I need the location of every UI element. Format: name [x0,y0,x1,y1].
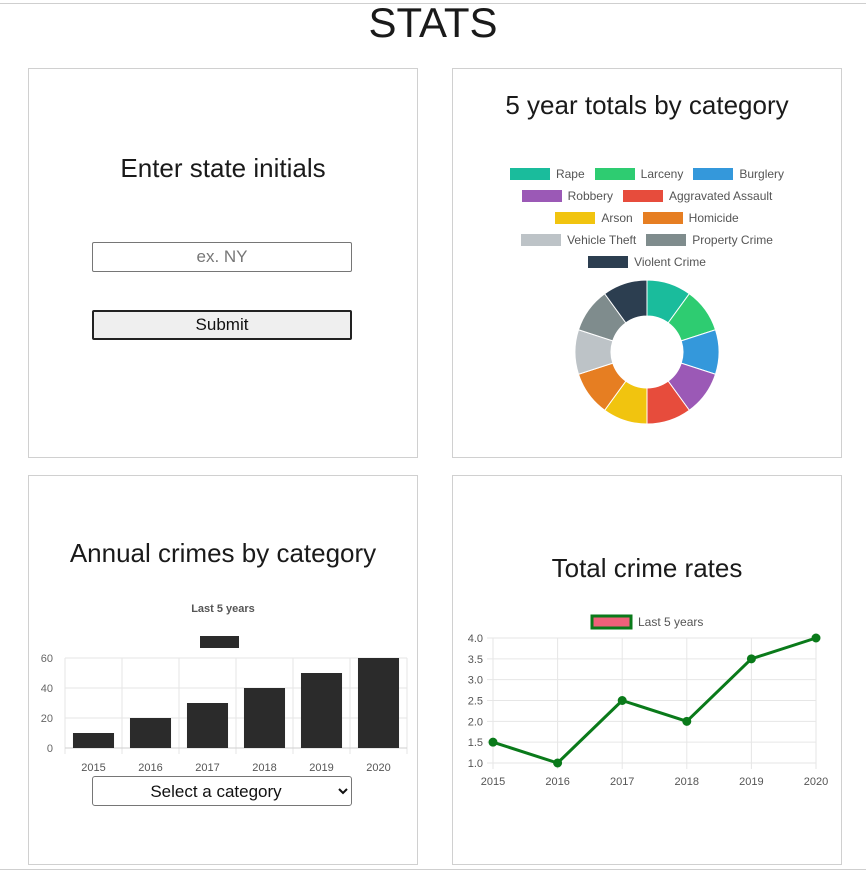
legend-label: Property Crime [692,233,773,247]
legend-item-property-crime[interactable]: Property Crime [646,233,773,247]
legend-item-homicide[interactable]: Homicide [642,211,739,225]
bar-2018[interactable] [243,688,286,748]
legend-swatch [642,212,683,224]
state-panel-heading: Enter state initials [120,153,326,183]
state-initials-input[interactable] [92,242,352,272]
line-y-tick-label: 2.0 [468,716,483,728]
line-point-2015[interactable] [488,737,498,747]
line-point-2019[interactable] [746,654,756,664]
legend-label: Violent Crime [634,255,706,269]
line-series-path [492,636,817,765]
bar-x-tick-label: 2018 [252,762,276,774]
legend-item-rape[interactable]: Rape [509,167,585,181]
page-title: STATS [368,0,498,46]
bar-2016[interactable] [129,718,172,748]
donut-legend-row: Violent Crime [453,255,841,269]
line-point-2020[interactable] [811,633,821,643]
bar-y-tick-label: 0 [47,743,53,755]
legend-item-aggravated-assault[interactable]: Aggravated Assault [622,189,773,203]
bar-2020[interactable] [357,658,400,748]
donut-legend-row: Arson Homicide [453,211,841,225]
legend-swatch [588,256,629,268]
annual-crimes-panel: Annual crimes by category Last 5 years 0 2… [28,475,418,865]
donut-panel-heading: 5 year totals by category [505,90,789,120]
line-x-tick-label: 2019 [739,776,763,788]
bar-panel-heading: Annual crimes by category [69,538,377,568]
crime-rates-panel: Total crime rates Last 5 years 1.0 1.5 2.0 2… [452,475,842,865]
legend-label: Robbery [567,189,613,203]
legend-item-arson[interactable]: Arson [555,211,633,225]
line-y-tick-label: 1.0 [468,758,483,770]
state-input-panel: Enter state initials Submit [28,68,418,458]
bar-y-tick-label: 20 [41,713,53,725]
legend-swatch [509,168,550,180]
legend-swatch [622,190,663,202]
line-x-tick-label: 2015 [481,776,505,788]
bar-chart: Last 5 years 0 20 40 60 2015 2016 2017 2018 2019 2… [41,603,408,774]
donut-legend-row: Robbery Aggravated Assault [453,189,841,203]
line-point-2016[interactable] [553,758,563,768]
legend-item-violent-crime[interactable]: Violent Crime [588,255,706,269]
line-point-2017[interactable] [617,696,627,705]
line-legend-swatch[interactable] [590,614,633,630]
bar-x-tick-label: 2016 [138,762,162,774]
legend-swatch [521,234,562,246]
bar-x-tick-label: 2019 [309,762,333,774]
line-y-tick-label: 1.5 [468,737,483,749]
bar-y-tick-label: 40 [41,683,53,695]
legend-swatch [521,190,562,202]
bar-chart-title: Last 5 years [191,603,255,615]
donut-slice-violent-crime[interactable] [603,279,648,324]
category-select[interactable]: Select a category [92,776,352,806]
bar-2019[interactable] [300,673,343,748]
line-x-tick-label: 2017 [610,776,634,788]
line-point-2018[interactable] [682,716,692,726]
legend-item-vehicle-theft[interactable]: Vehicle Theft [521,233,636,247]
donut-chart [574,279,720,425]
line-x-tick-label: 2016 [545,776,569,788]
category-totals-panel: 5 year totals by category Rape Larceny Bur… [452,68,842,458]
line-x-tick-label: 2018 [675,776,699,788]
bar-legend-swatch[interactable] [200,636,239,648]
submit-button[interactable]: Submit [92,310,352,340]
legend-swatch [594,168,635,180]
line-chart: Last 5 years 1.0 1.5 2.0 2.5 3.0 3.5 4.0 2015 201… [468,614,828,788]
legend-label: Vehicle Theft [567,233,637,247]
bar-x-tick-label: 2015 [81,762,105,774]
legend-item-robbery[interactable]: Robbery [521,189,613,203]
legend-swatch [646,234,687,246]
line-panel-heading: Total crime rates [551,553,743,583]
legend-label: Aggravated Assault [668,189,773,203]
line-y-tick-label: 4.0 [468,633,483,645]
line-x-tick-label: 2020 [804,776,828,788]
legend-label: Burglery [739,167,785,181]
legend-item-larceny[interactable]: Larceny [594,167,684,181]
legend-label: Arson [601,211,633,225]
legend-swatch [555,212,596,224]
legend-label: Homicide [688,211,739,225]
donut-legend-row: Vehicle Theft Property Crime [453,233,841,247]
bar-2015[interactable] [72,733,115,748]
legend-label: Rape [555,167,585,181]
line-y-tick-label: 2.5 [468,696,483,708]
line-y-tick-label: 3.0 [468,675,483,687]
legend-swatch [693,168,734,180]
bar-y-tick-label: 60 [41,653,53,665]
bar-x-tick-label: 2020 [366,762,390,774]
bottom-divider [0,869,866,870]
bar-2017[interactable] [186,703,229,748]
legend-item-burglery[interactable]: Burglery [693,167,784,181]
donut-legend-row: Rape Larceny Burglery [453,167,841,181]
line-y-tick-label: 3.5 [468,654,483,666]
line-legend-label: Last 5 years [638,615,703,629]
top-divider [0,3,866,4]
bar-x-tick-label: 2017 [195,762,219,774]
legend-label: Larceny [640,167,684,181]
